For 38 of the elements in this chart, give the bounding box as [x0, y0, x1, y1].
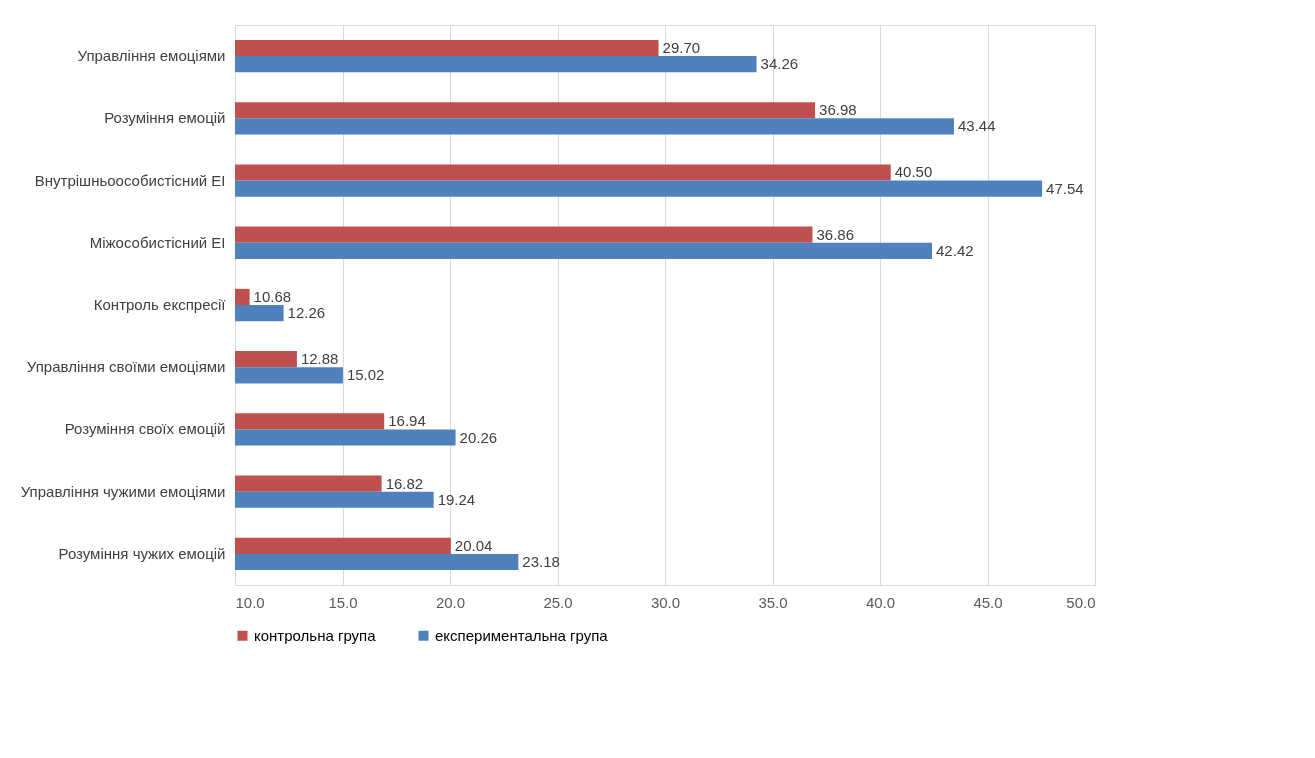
y-tick-label: Контроль експресії [93, 296, 227, 313]
data-label: 40.50 [894, 163, 933, 181]
y-tick-label: Розуміння емоцій [104, 109, 226, 127]
data-label: 10.68 [253, 287, 292, 305]
data-label: 36.98 [819, 101, 857, 119]
y-tick-label: Управління чужими емоціями [20, 482, 226, 500]
data-label: 43.44 [957, 117, 996, 135]
data-label: 16.94 [388, 412, 426, 430]
x-tick-label: 25.0 [543, 593, 573, 611]
data-label: 42.42 [936, 241, 974, 259]
data-label: 12.26 [287, 304, 326, 322]
data-label: 19.24 [437, 490, 476, 508]
data-label: 16.82 [385, 474, 424, 492]
y-tick-label: Управління емоціями [77, 47, 226, 65]
data-label: 15.02 [346, 366, 385, 384]
data-label: 20.04 [454, 536, 493, 554]
y-tick-label: Міжособистісний ЕІ [89, 233, 226, 251]
x-tick-label: 15.0 [328, 593, 358, 611]
data-label: 36.86 [816, 225, 855, 243]
x-tick-label: 40.0 [865, 593, 896, 611]
x-tick-label: 45.0 [973, 593, 1003, 611]
x-tick-label: 10.0 [235, 593, 265, 611]
y-tick-label: Розуміння чужих емоцій [58, 544, 226, 562]
x-tick-label: 35.0 [758, 593, 788, 611]
data-label: 12.88 [300, 350, 339, 368]
x-tick-label: 20.0 [435, 593, 466, 611]
x-tick-label: 30.0 [650, 593, 681, 611]
y-tick-label: Управління своїми емоціями [26, 358, 226, 376]
x-tick-label: 50.0 [1066, 593, 1096, 611]
data-label: 29.70 [662, 39, 701, 57]
legend-label: контрольна група [254, 626, 377, 644]
data-label: 34.26 [760, 55, 799, 73]
y-tick-label: Розуміння своїх емоцій [64, 420, 226, 438]
y-tick-label: Внутрішньоособистісний ЕІ [34, 171, 226, 189]
legend-label: експериментальна група [435, 626, 609, 644]
data-label: 20.26 [459, 428, 498, 446]
data-label: 47.54 [1046, 179, 1084, 197]
data-label: 23.18 [522, 552, 560, 570]
